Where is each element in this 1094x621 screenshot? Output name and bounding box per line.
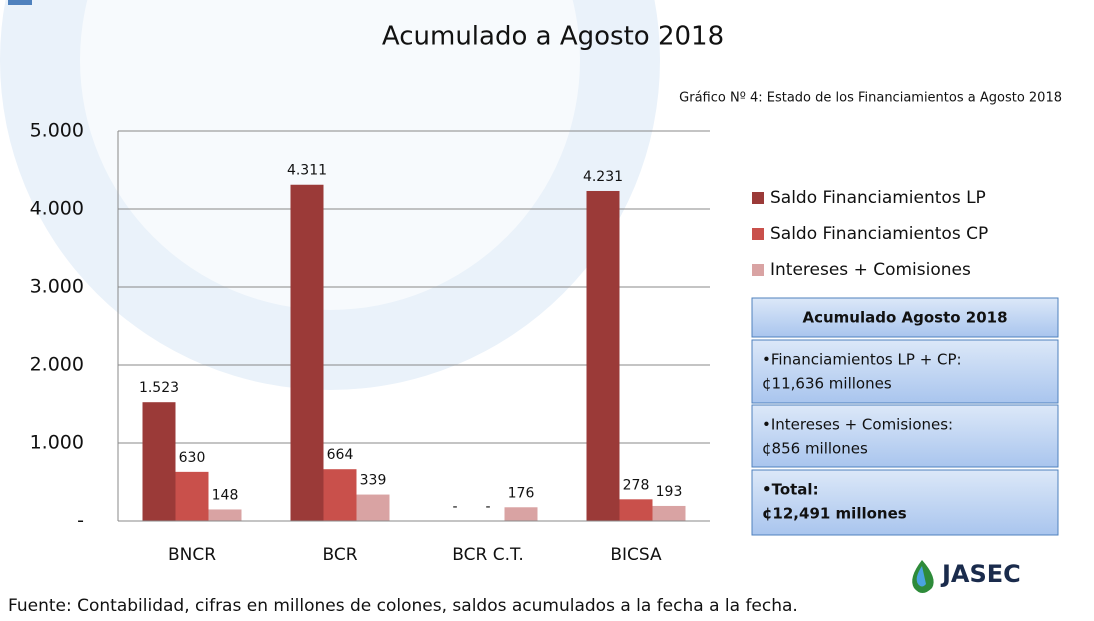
chart-title: Acumulado a Agosto 2018 <box>382 22 724 52</box>
bar <box>175 471 209 521</box>
bar <box>504 507 538 521</box>
value-label: 278 <box>623 477 650 493</box>
box-item: •Financiamientos LP + CP: ¢11,636 millone… <box>751 339 1059 404</box>
box-item-text: ¢856 millones <box>762 440 868 458</box>
box-item: •Total: ¢12,491 millones <box>751 469 1059 536</box>
box-item: •Intereses + Comisiones: ¢856 millones <box>751 404 1059 468</box>
value-label: - <box>485 499 490 515</box>
background-arc <box>80 0 580 310</box>
box-item-bg <box>751 404 1059 468</box>
box-header <box>751 297 1059 338</box>
logo-icon <box>916 566 926 587</box>
y-tick-label: 1.000 <box>30 432 84 454</box>
y-tick-label: 2.000 <box>30 354 84 376</box>
box-title: Acumulado Agosto 2018 <box>802 309 1007 327</box>
legend-swatch <box>752 264 764 276</box>
y-tick-label: 5.000 <box>30 120 84 142</box>
box-item-text: •Intereses + Comisiones: <box>762 416 953 434</box>
box-item-text: •Total: <box>762 481 819 499</box>
y-tick-label: - <box>77 510 84 532</box>
value-label: 664 <box>327 447 354 463</box>
bar <box>586 190 620 521</box>
legend-label: Saldo Financiamientos CP <box>770 224 988 244</box>
bar <box>652 505 686 521</box>
value-label: 193 <box>656 484 683 500</box>
x-tick-label: BNCR <box>168 545 216 565</box>
logo-text: JASEC <box>940 560 1021 588</box>
value-label: 176 <box>508 485 535 501</box>
value-label: 4.231 <box>583 169 623 185</box>
box-item-bg <box>751 469 1059 536</box>
bar <box>142 402 176 521</box>
value-label: 630 <box>179 450 206 466</box>
box-item-bg <box>751 339 1059 404</box>
y-tick-label: 4.000 <box>30 198 84 220</box>
value-label: 1.523 <box>139 380 179 396</box>
bar <box>619 499 653 521</box>
value-label: - <box>452 499 457 515</box>
subtitle: Gráfico Nº 4: Estado de los Financiamien… <box>679 91 1062 106</box>
footer: Fuente: Contabilidad, cifras en millones… <box>8 596 798 616</box>
corner-mark <box>8 0 32 5</box>
box-item-text: ¢11,636 millones <box>762 375 892 393</box>
bar <box>290 184 324 521</box>
y-tick-label: 3.000 <box>30 276 84 298</box>
x-tick-label: BICSA <box>610 545 662 565</box>
legend-label: Saldo Financiamientos LP <box>770 188 986 208</box>
value-label: 339 <box>360 473 387 489</box>
value-label: 4.311 <box>287 163 327 179</box>
x-tick-label: BCR C.T. <box>452 545 524 565</box>
legend-swatch <box>752 228 764 240</box>
logo: JASEC <box>912 560 1021 593</box>
box-item-text: ¢12,491 millones <box>762 505 907 523</box>
value-label: 148 <box>212 487 239 503</box>
legend-swatch <box>752 192 764 204</box>
x-tick-label: BCR <box>322 545 357 565</box>
legend-label: Intereses + Comisiones <box>770 260 971 280</box>
box-item-text: •Financiamientos LP + CP: <box>762 351 962 369</box>
bar <box>323 469 357 521</box>
bar <box>356 494 390 521</box>
bar <box>208 509 242 521</box>
